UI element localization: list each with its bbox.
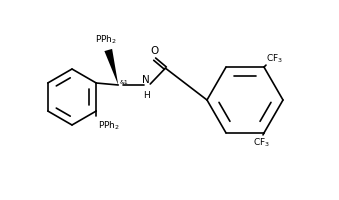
Text: PPh$_2$: PPh$_2$ <box>98 118 120 131</box>
Text: N: N <box>142 75 150 85</box>
Text: PPh$_2$: PPh$_2$ <box>95 33 117 46</box>
Text: CF$_3$: CF$_3$ <box>254 136 271 149</box>
Polygon shape <box>104 50 118 86</box>
Text: O: O <box>151 46 159 56</box>
Text: H: H <box>143 91 149 100</box>
Text: CF$_3$: CF$_3$ <box>266 52 283 65</box>
Text: &1: &1 <box>119 80 128 85</box>
